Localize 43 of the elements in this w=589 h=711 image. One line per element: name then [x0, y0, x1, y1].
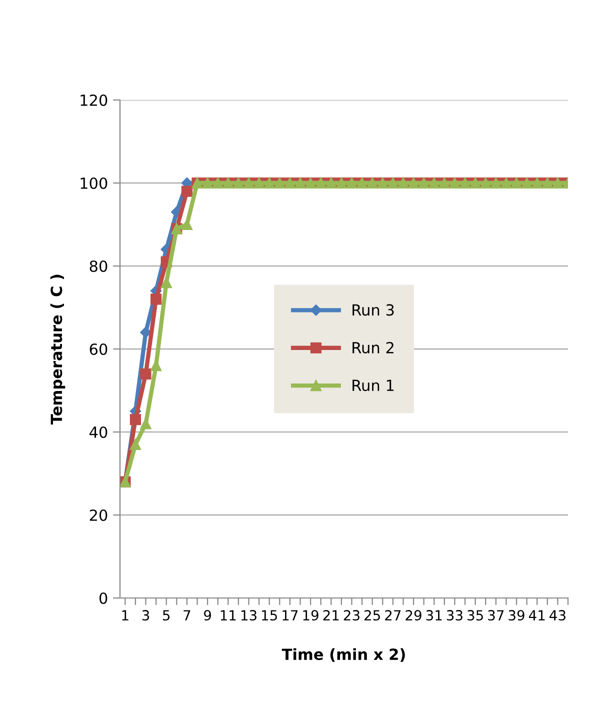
x-tick-label: 25 — [364, 610, 380, 621]
legend-label: Run 2 — [352, 342, 394, 354]
x-tick-label: 13 — [241, 610, 256, 621]
x-tick-label: 35 — [468, 610, 483, 621]
x-tick-label: 39 — [508, 610, 524, 621]
legend-label: Run 3 — [352, 304, 394, 316]
x-tick-label: 29 — [406, 610, 422, 621]
x-tick-label: 19 — [303, 610, 318, 621]
x-tick-label: 7 — [184, 610, 190, 620]
point — [130, 438, 142, 450]
point — [140, 326, 152, 338]
y-tick-label: 80 — [90, 260, 108, 272]
x-tick-label: 1 — [122, 610, 128, 620]
point — [181, 186, 192, 197]
x-tick-label: 23 — [344, 610, 360, 621]
y-tick-label: 20 — [90, 509, 108, 522]
x-tick-label: 9 — [204, 610, 211, 621]
point — [140, 368, 152, 380]
x-tick-label: 31 — [426, 610, 442, 621]
point — [130, 414, 142, 426]
y-tick-label: 40 — [90, 426, 108, 438]
point — [160, 277, 172, 288]
x-tick-label: 3 — [142, 610, 150, 621]
x-tick-label: 17 — [282, 610, 298, 620]
x-tick-label: 41 — [528, 610, 545, 620]
x-tick-label: 5 — [163, 610, 170, 621]
x-tick-label: 11 — [220, 610, 236, 620]
point — [140, 418, 152, 430]
x-tick-label: 27 — [385, 610, 401, 620]
x-tick-label: 15 — [262, 610, 277, 621]
point — [150, 294, 162, 305]
y-tick-label: 0 — [99, 592, 108, 604]
x-tick-label: 43 — [550, 610, 566, 621]
x-tick-label: 21 — [323, 610, 339, 620]
x-tick-label: 37 — [488, 610, 504, 621]
y-tick-label: 120 — [80, 94, 108, 106]
legend-label: Run 1 — [352, 380, 394, 392]
x-axis-title: Time (min x 2) — [282, 648, 405, 662]
y-tick-label: 60 — [90, 343, 108, 356]
x-tick-label: 33 — [446, 610, 462, 621]
y-axis-title: Temperature ( C ) — [50, 274, 66, 424]
y-tick-label: 100 — [80, 177, 108, 190]
point — [181, 218, 192, 230]
